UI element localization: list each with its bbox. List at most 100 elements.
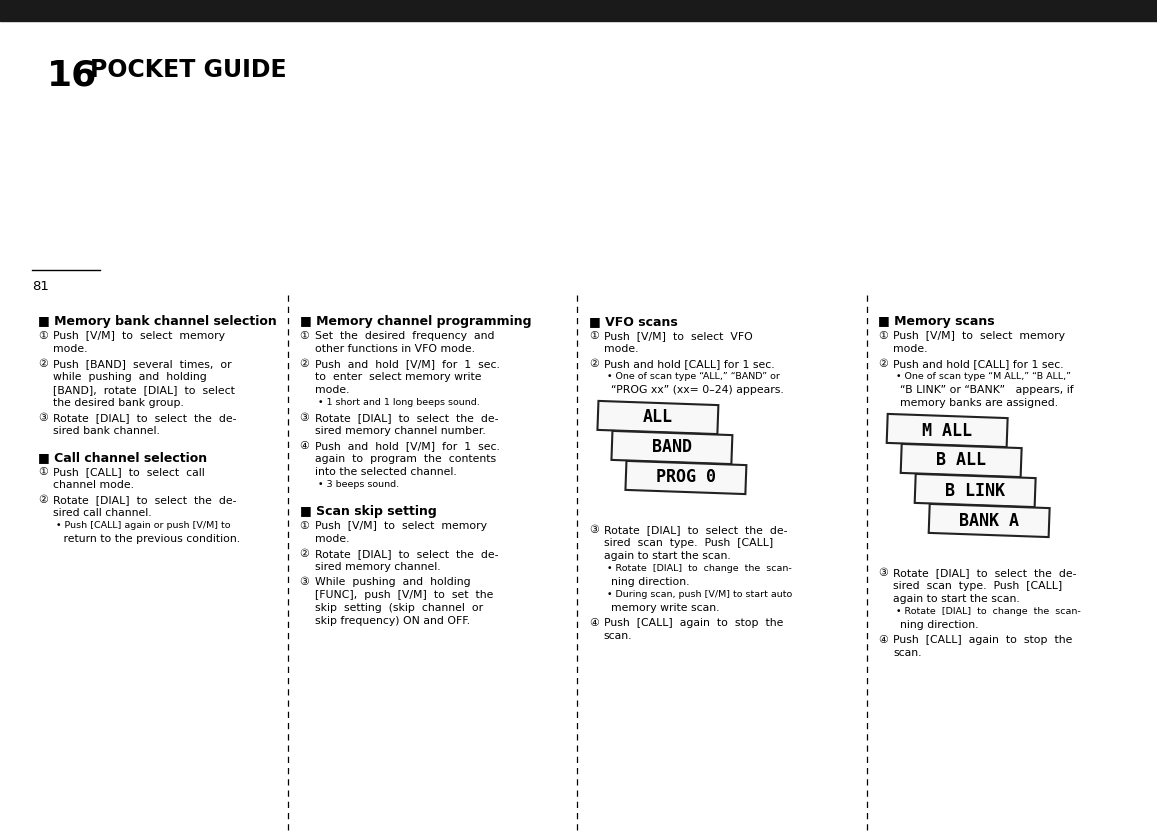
Text: again to start the scan.: again to start the scan.: [893, 594, 1020, 604]
Text: [FUNC],  push  [V/M]  to  set  the: [FUNC], push [V/M] to set the: [315, 590, 493, 600]
Text: ALL: ALL: [643, 409, 673, 426]
Text: ■ VFO scans: ■ VFO scans: [589, 315, 678, 328]
Text: into the selected channel.: into the selected channel.: [315, 467, 456, 477]
Text: • Rotate  [DIAL]  to  change  the  scan-: • Rotate [DIAL] to change the scan-: [897, 607, 1081, 616]
Text: Push  [V/M]  to  select  memory: Push [V/M] to select memory: [53, 331, 226, 341]
Text: again to start the scan.: again to start the scan.: [604, 551, 731, 561]
Text: sired  scan  type.  Push  [CALL]: sired scan type. Push [CALL]: [893, 581, 1062, 591]
Text: [BAND],  rotate  [DIAL]  to  select: [BAND], rotate [DIAL] to select: [53, 385, 235, 395]
Text: • One of scan type “M ALL,” “B ALL,”: • One of scan type “M ALL,” “B ALL,”: [897, 372, 1071, 381]
Text: ②: ②: [300, 549, 309, 559]
Text: ①: ①: [38, 331, 47, 341]
FancyBboxPatch shape: [886, 414, 1008, 447]
Text: B LINK: B LINK: [945, 482, 1005, 499]
Text: ①: ①: [300, 331, 309, 341]
Text: • Rotate  [DIAL]  to  change  the  scan-: • Rotate [DIAL] to change the scan-: [607, 564, 791, 573]
Text: scan.: scan.: [604, 631, 633, 641]
Text: ②: ②: [878, 359, 887, 369]
Text: other functions in VFO mode.: other functions in VFO mode.: [315, 344, 474, 354]
Text: POCKET GUIDE: POCKET GUIDE: [90, 58, 287, 82]
Text: While  pushing  and  holding: While pushing and holding: [315, 577, 470, 587]
Text: Rotate  [DIAL]  to  select  the  de-: Rotate [DIAL] to select the de-: [315, 413, 499, 423]
Text: Push  [CALL]  again  to  stop  the: Push [CALL] again to stop the: [893, 635, 1073, 645]
Text: ③: ③: [38, 413, 47, 423]
Text: mode.: mode.: [315, 534, 349, 544]
Text: mode.: mode.: [315, 385, 349, 395]
Text: “B LINK” or “BANK”   appears, if: “B LINK” or “BANK” appears, if: [893, 385, 1074, 395]
Text: ②: ②: [589, 359, 598, 369]
Text: • Push [CALL] again or push [V/M] to: • Push [CALL] again or push [V/M] to: [57, 521, 230, 530]
Text: ning direction.: ning direction.: [604, 577, 690, 587]
Bar: [0, 0, 1157, 21]
Text: sired memory channel number.: sired memory channel number.: [315, 426, 486, 436]
Text: ③: ③: [300, 577, 309, 587]
Text: M ALL: M ALL: [922, 421, 972, 440]
Text: to  enter  select memory write: to enter select memory write: [315, 372, 481, 382]
Text: “PROG xx” (xx= 0–24) appears.: “PROG xx” (xx= 0–24) appears.: [604, 385, 783, 395]
FancyBboxPatch shape: [626, 461, 746, 494]
Text: B ALL: B ALL: [936, 451, 986, 470]
Text: ■ Scan skip setting: ■ Scan skip setting: [300, 505, 436, 518]
Text: BANK A: BANK A: [959, 512, 1019, 529]
Text: memory banks are assigned.: memory banks are assigned.: [893, 398, 1059, 408]
Text: Push  [V/M]  to  select  memory: Push [V/M] to select memory: [893, 331, 1066, 341]
Text: Push  [CALL]  again  to  stop  the: Push [CALL] again to stop the: [604, 618, 783, 628]
FancyBboxPatch shape: [915, 474, 1036, 507]
Text: Push and hold [CALL] for 1 sec.: Push and hold [CALL] for 1 sec.: [893, 359, 1063, 369]
Text: ①: ①: [878, 331, 887, 341]
Text: ■ Memory channel programming: ■ Memory channel programming: [300, 315, 531, 328]
Text: Rotate  [DIAL]  to  select  the  de-: Rotate [DIAL] to select the de-: [604, 525, 788, 535]
Text: 81: 81: [32, 280, 49, 293]
Text: ④: ④: [878, 635, 887, 645]
Text: Push  [CALL]  to  select  call: Push [CALL] to select call: [53, 467, 205, 477]
Text: ■ Memory scans: ■ Memory scans: [878, 315, 995, 328]
Text: ■ Call channel selection: ■ Call channel selection: [38, 451, 207, 464]
Text: PROG 0: PROG 0: [656, 468, 716, 487]
Text: sired call channel.: sired call channel.: [53, 508, 152, 518]
Text: ②: ②: [38, 495, 47, 505]
Text: ④: ④: [300, 441, 309, 451]
Text: while  pushing  and  holding: while pushing and holding: [53, 372, 207, 382]
Text: Push  [BAND]  several  times,  or: Push [BAND] several times, or: [53, 359, 231, 369]
Text: the desired bank group.: the desired bank group.: [53, 398, 184, 408]
Text: 16: 16: [47, 58, 97, 92]
Text: • 3 beeps sound.: • 3 beeps sound.: [318, 480, 399, 489]
Text: skip frequency) ON and OFF.: skip frequency) ON and OFF.: [315, 616, 470, 626]
Text: memory write scan.: memory write scan.: [604, 603, 720, 613]
Text: Push  [V/M]  to  select  VFO: Push [V/M] to select VFO: [604, 331, 753, 341]
Text: channel mode.: channel mode.: [53, 480, 134, 490]
Text: • During scan, push [V/M] to start auto: • During scan, push [V/M] to start auto: [607, 590, 793, 599]
Text: again  to  program  the  contents: again to program the contents: [315, 454, 496, 464]
Text: skip  setting  (skip  channel  or: skip setting (skip channel or: [315, 603, 482, 613]
Text: ②: ②: [38, 359, 47, 369]
Text: ③: ③: [589, 525, 598, 535]
Text: • 1 short and 1 long beeps sound.: • 1 short and 1 long beeps sound.: [318, 398, 479, 407]
FancyBboxPatch shape: [929, 504, 1049, 537]
Text: mode.: mode.: [53, 344, 88, 354]
FancyBboxPatch shape: [900, 444, 1022, 477]
Text: Set  the  desired  frequency  and: Set the desired frequency and: [315, 331, 494, 341]
Text: ②: ②: [300, 359, 309, 369]
FancyBboxPatch shape: [611, 431, 732, 464]
Text: ■ Memory bank channel selection: ■ Memory bank channel selection: [38, 315, 277, 328]
Text: ①: ①: [589, 331, 598, 341]
Text: Rotate  [DIAL]  to  select  the  de-: Rotate [DIAL] to select the de-: [893, 568, 1077, 578]
Text: sired  scan  type.  Push  [CALL]: sired scan type. Push [CALL]: [604, 538, 773, 548]
Text: ③: ③: [300, 413, 309, 423]
Text: sired memory channel.: sired memory channel.: [315, 562, 441, 572]
Text: ③: ③: [878, 568, 887, 578]
FancyBboxPatch shape: [597, 401, 718, 434]
Text: ①: ①: [300, 521, 309, 531]
Text: Rotate  [DIAL]  to  select  the  de-: Rotate [DIAL] to select the de-: [53, 413, 237, 423]
Text: • One of scan type “ALL,” “BAND” or: • One of scan type “ALL,” “BAND” or: [607, 372, 780, 381]
Text: ning direction.: ning direction.: [893, 620, 979, 630]
Text: Push  and  hold  [V/M]  for  1  sec.: Push and hold [V/M] for 1 sec.: [315, 441, 500, 451]
Text: sired bank channel.: sired bank channel.: [53, 426, 160, 436]
Text: mode.: mode.: [893, 344, 928, 354]
Text: Push  [V/M]  to  select  memory: Push [V/M] to select memory: [315, 521, 487, 531]
Text: ①: ①: [38, 467, 47, 477]
Text: Rotate  [DIAL]  to  select  the  de-: Rotate [DIAL] to select the de-: [53, 495, 237, 505]
Text: Rotate  [DIAL]  to  select  the  de-: Rotate [DIAL] to select the de-: [315, 549, 499, 559]
Text: ④: ④: [589, 618, 598, 628]
Text: BAND: BAND: [651, 439, 692, 456]
